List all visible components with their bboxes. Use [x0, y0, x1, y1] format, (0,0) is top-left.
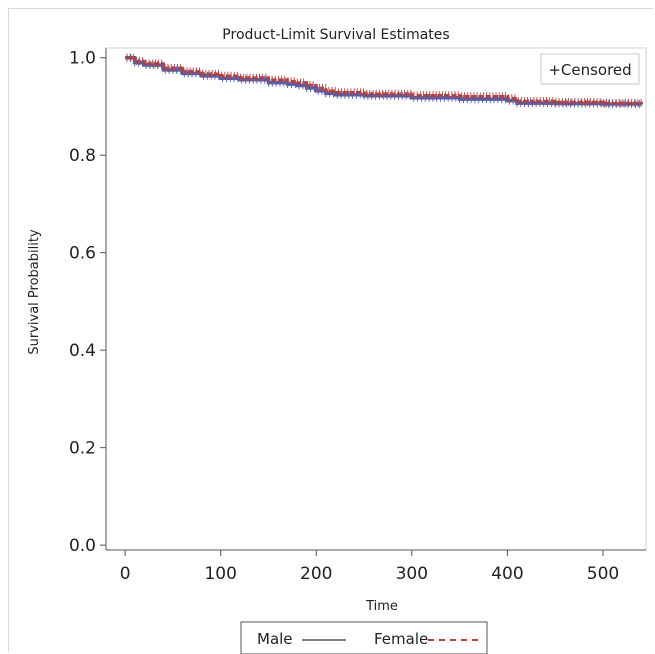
x-tick-label: 200: [300, 564, 332, 584]
x-axis-ticks: 0 100 200 300 400 500: [120, 550, 619, 584]
series-layer: [125, 53, 643, 109]
censor-marks-female: [126, 53, 642, 108]
y-axis-ticks: 0.0 0.2 0.4 0.6 0.8 1.0: [69, 49, 106, 556]
y-tick-label: 0.2: [69, 439, 96, 459]
censored-legend-text: +Censored: [548, 61, 631, 79]
chart-title: Product-Limit Survival Estimates: [222, 27, 449, 43]
x-tick-label: 300: [396, 564, 428, 584]
plot-area: [105, 47, 647, 551]
y-tick-label: 0.0: [69, 536, 96, 556]
y-tick-label: 0.4: [69, 341, 96, 361]
y-tick-label: 0.6: [69, 244, 96, 264]
x-tick-label: 100: [204, 564, 236, 584]
x-axis-label: Time: [365, 599, 398, 614]
series-legend: Male Female: [240, 621, 488, 654]
y-tick-label: 1.0: [69, 49, 96, 69]
y-tick-label: 0.8: [69, 146, 96, 166]
x-tick-label: 500: [587, 564, 619, 584]
x-tick-label: 0: [120, 564, 131, 584]
censored-legend-box: +Censored: [540, 53, 640, 85]
legend-male-label: Male: [257, 630, 293, 648]
x-tick-label: 400: [491, 564, 523, 584]
chart-frame: [8, 8, 653, 652]
legend-female-label: Female: [374, 630, 428, 648]
y-axis-label: Survival Probability: [27, 229, 42, 355]
series-line-female: [125, 56, 643, 105]
